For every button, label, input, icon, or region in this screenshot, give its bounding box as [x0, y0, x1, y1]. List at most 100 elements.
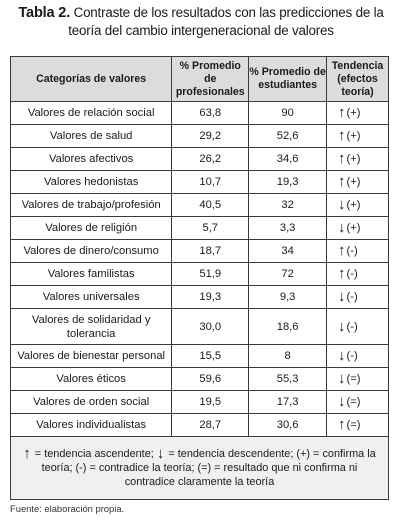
table-row: Valores universales 19,3 9,3 ↓(-)	[9, 285, 389, 309]
table-row: Valores de solidaridad y tolerancia 30,0…	[9, 308, 389, 345]
category-cell: Valores de orden social	[9, 390, 173, 414]
trend-effect: (-)	[346, 350, 358, 362]
table-row: Valores de relación social 63,8 90 ↑(+)	[9, 101, 389, 125]
professionals-cell: 10,7	[171, 170, 250, 194]
trend-down-arrow-icon: ↓	[338, 288, 346, 305]
category-cell: Valores afectivos	[9, 147, 173, 171]
legend-row: ↑ = tendencia ascendente; ↓ = tendencia …	[10, 436, 389, 500]
category-cell: Valores familistas	[9, 262, 173, 286]
students-cell: 8	[248, 344, 328, 368]
professionals-cell: 19,5	[171, 390, 250, 414]
trend-down-arrow-icon: ↓	[338, 317, 346, 335]
trend-effect: (+)	[346, 130, 361, 142]
professionals-cell: 40,5	[171, 193, 250, 217]
trend-effect: (+)	[346, 199, 361, 211]
trend-effect: (=)	[346, 373, 361, 385]
trend-down-arrow-icon: ↓	[338, 370, 346, 387]
legend-down-text: = tendencia descendente; (+) = confirma …	[41, 448, 376, 488]
trend-cell: ↑(=)	[326, 413, 389, 437]
trend-effect: (+)	[346, 153, 361, 165]
legend-cell: ↑ = tendencia ascendente; ↓ = tendencia …	[10, 436, 389, 500]
legend-up-arrow-icon: ↑	[23, 445, 31, 462]
trend-cell: ↓(-)	[326, 285, 389, 309]
trend-effect: (+)	[346, 222, 361, 234]
trend-down-arrow-icon: ↓	[338, 196, 346, 213]
table-row: Valores de salud 29,2 52,6 ↑(+)	[9, 124, 389, 148]
students-cell: 34	[248, 239, 328, 263]
category-cell: Valores de relación social	[9, 101, 173, 125]
professionals-cell: 28,7	[171, 413, 250, 437]
trend-up-arrow-icon: ↑	[338, 265, 346, 282]
students-cell: 52,6	[248, 124, 328, 148]
trend-cell: ↑(-)	[326, 262, 389, 286]
trend-effect: (=)	[346, 396, 361, 408]
table-row: Valores hedonistas 10,7 19,3 ↑(+)	[9, 170, 389, 194]
legend-down-arrow-icon: ↓	[156, 445, 165, 462]
table-row: Valores de orden social 19,5 17,3 ↓(=)	[9, 390, 389, 414]
professionals-cell: 18,7	[171, 239, 250, 263]
header-students: % Promedio de estudiantes	[248, 56, 328, 102]
category-cell: Valores de dinero/consumo	[9, 239, 173, 263]
table-row: Valores individualistas 28,7 30,6 ↑(=)	[9, 413, 389, 437]
trend-up-arrow-icon: ↑	[338, 150, 346, 167]
category-cell: Valores de trabajo/profesión	[9, 193, 173, 217]
table-row: Valores de bienestar personal 15,5 8 ↓(-…	[9, 344, 389, 368]
legend-up-text: = tendencia ascendente;	[31, 448, 157, 460]
students-cell: 18,6	[248, 308, 328, 345]
students-cell: 32	[248, 193, 328, 217]
category-cell: Valores universales	[9, 285, 173, 309]
trend-cell: ↑(+)	[326, 170, 389, 194]
professionals-cell: 15,5	[171, 344, 250, 368]
trend-effect: (-)	[346, 291, 358, 303]
table-body: Valores de relación social 63,8 90 ↑(+) …	[9, 101, 389, 500]
trend-cell: ↓(+)	[326, 193, 389, 217]
category-cell: Valores éticos	[9, 367, 173, 391]
professionals-cell: 26,2	[171, 147, 250, 171]
values-table: Categorías de valores % Promedio de prof…	[9, 56, 389, 500]
table-row: Valores de trabajo/profesión 40,5 32 ↓(+…	[9, 193, 389, 217]
trend-effect: (-)	[346, 268, 358, 280]
professionals-cell: 19,3	[171, 285, 250, 309]
category-cell: Valores de salud	[9, 124, 173, 148]
students-cell: 55,3	[248, 367, 328, 391]
table-header-row: Categorías de valores % Promedio de prof…	[9, 56, 389, 102]
trend-down-arrow-icon: ↓	[338, 393, 346, 410]
category-cell: Valores individualistas	[9, 413, 173, 437]
trend-cell: ↓(-)	[326, 308, 389, 345]
trend-effect: (+)	[346, 176, 361, 188]
trend-effect: (-)	[346, 320, 358, 333]
trend-up-arrow-icon: ↑	[338, 416, 346, 433]
trend-down-arrow-icon: ↓	[338, 219, 346, 236]
category-cell: Valores hedonistas	[9, 170, 173, 194]
header-category: Categorías de valores	[9, 56, 173, 102]
students-cell: 30,6	[248, 413, 328, 437]
trend-up-arrow-icon: ↑	[338, 242, 346, 259]
professionals-cell: 5,7	[171, 216, 250, 240]
students-cell: 3,3	[248, 216, 328, 240]
source-note: Fuente: elaboración propia.	[10, 503, 125, 514]
students-cell: 34,6	[248, 147, 328, 171]
table-caption-label: Tabla 2.	[18, 5, 71, 21]
trend-up-arrow-icon: ↑	[338, 127, 346, 144]
trend-cell: ↑(+)	[326, 124, 389, 148]
professionals-cell: 30,0	[171, 308, 250, 345]
trend-cell: ↓(+)	[326, 216, 389, 240]
header-professionals: % Promedio de profesionales	[171, 56, 250, 102]
trend-cell: ↓(=)	[326, 390, 389, 414]
professionals-cell: 59,6	[171, 367, 250, 391]
trend-up-arrow-icon: ↑	[338, 104, 346, 121]
table-row: Valores familistas 51,9 72 ↑(-)	[9, 262, 389, 286]
table-row: Valores de religión 5,7 3,3 ↓(+)	[9, 216, 389, 240]
trend-effect: (=)	[346, 419, 361, 431]
table-caption-text: Contraste de los resultados con las pred…	[68, 5, 384, 38]
professionals-cell: 51,9	[171, 262, 250, 286]
trend-up-arrow-icon: ↑	[338, 173, 346, 190]
students-cell: 90	[248, 101, 328, 125]
trend-down-arrow-icon: ↓	[338, 347, 346, 364]
students-cell: 9,3	[248, 285, 328, 309]
trend-cell: ↓(-)	[326, 344, 389, 368]
professionals-cell: 29,2	[171, 124, 250, 148]
trend-cell: ↑(-)	[326, 239, 389, 263]
trend-effect: (+)	[346, 107, 361, 119]
